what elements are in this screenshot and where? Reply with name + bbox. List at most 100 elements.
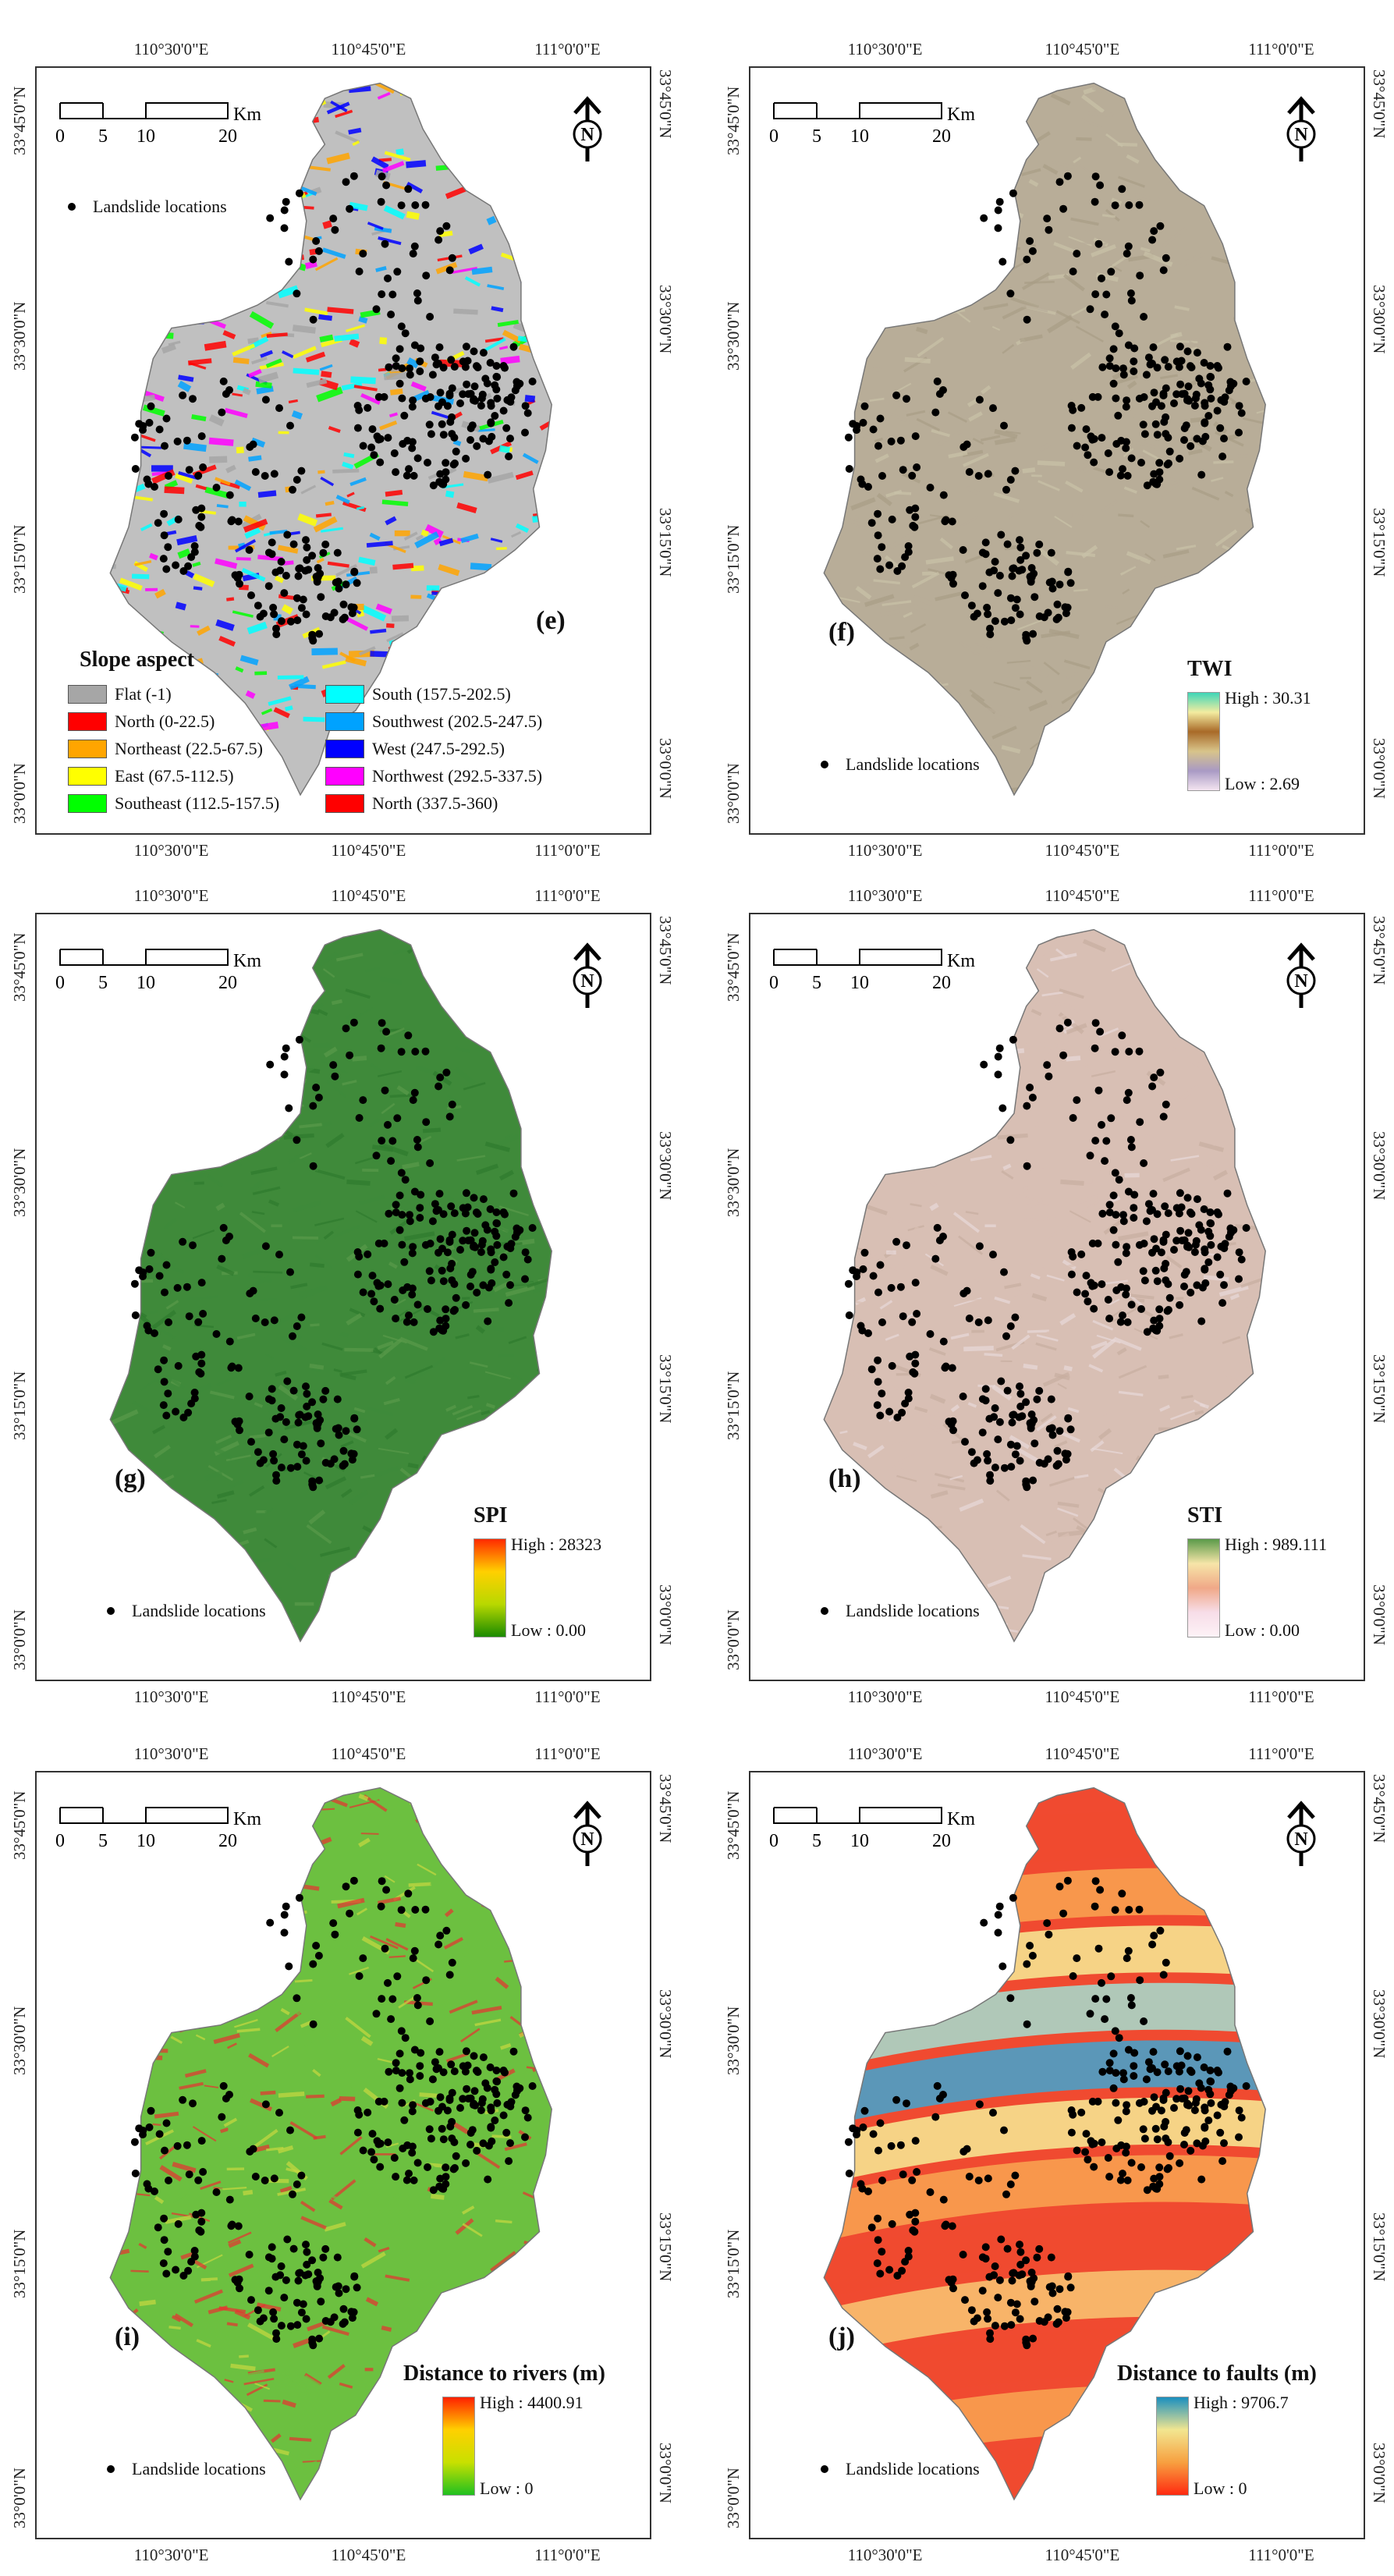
terrain-texture [434, 2496, 452, 2500]
landslide-point [860, 1248, 869, 1257]
terrain-texture [328, 2198, 343, 2210]
aspect-cell [254, 228, 262, 237]
landslide-point [1105, 362, 1114, 371]
landslide-point [994, 589, 1002, 598]
aspect-cell [170, 83, 184, 94]
landslide-point [1064, 1414, 1073, 1422]
terrain-texture [475, 1805, 488, 1815]
aspect-cell [183, 153, 201, 164]
landslide-point [860, 402, 869, 410]
terrain-texture [557, 2121, 581, 2130]
terrain-texture [247, 2322, 276, 2341]
landslide-point [470, 1229, 479, 1237]
terrain-texture [838, 83, 861, 85]
aspect-cell [415, 534, 424, 541]
aspect-cell [147, 110, 171, 113]
landslide-point [1105, 1315, 1114, 1323]
terrain-texture [869, 397, 885, 403]
aspect-cell [348, 127, 362, 135]
terrain-texture [557, 1979, 565, 1983]
terrain-texture [184, 1173, 206, 1183]
aspect-cell [648, 204, 650, 211]
terrain-texture [1265, 1355, 1282, 1368]
landslide-point [450, 363, 459, 371]
terrain-texture [1113, 1336, 1142, 1351]
terrain-texture [1108, 255, 1127, 270]
terrain-texture [271, 1224, 282, 1228]
longitude-label: 110°45'0"E [1045, 1687, 1120, 1706]
terrain-texture [69, 1978, 96, 1990]
terrain-texture [1071, 306, 1089, 317]
landslide-point [911, 432, 920, 441]
terrain-texture [513, 1281, 534, 1285]
terrain-texture [1169, 1046, 1184, 1053]
terrain-texture [897, 1140, 923, 1151]
landslide-point [1123, 1318, 1132, 1326]
terrain-texture [1198, 105, 1219, 113]
aspect-cell [41, 231, 58, 243]
aspect-label: South (157.5-202.5) [372, 684, 511, 704]
landslide-point [1035, 540, 1044, 548]
aspect-cell [630, 279, 642, 289]
terrain-texture [296, 2461, 318, 2471]
aspect-cell [248, 455, 262, 462]
terrain-texture [54, 2501, 74, 2508]
aspect-cell [110, 436, 126, 449]
terrain-texture [1246, 312, 1266, 332]
landslide-point [878, 1389, 886, 1398]
terrain-texture [916, 417, 941, 431]
terrain-texture [853, 1442, 867, 1451]
aspect-cell [257, 490, 277, 498]
aspect-cell [353, 385, 378, 392]
terrain-texture [1270, 443, 1289, 460]
terrain-texture [330, 2098, 342, 2107]
terrain-texture [123, 2525, 153, 2533]
terrain-texture [220, 2508, 238, 2517]
landslide-point [251, 468, 260, 476]
landslide-point [428, 371, 437, 379]
terrain-texture [1148, 653, 1169, 659]
landslide-point [145, 418, 154, 427]
terrain-texture [892, 404, 909, 412]
terrain-texture [1229, 1293, 1240, 1300]
aspect-cell [145, 587, 158, 591]
aspect-cell [208, 437, 234, 446]
landslide-point [313, 1421, 321, 1430]
terrain-texture [151, 1425, 165, 1435]
aspect-cell [60, 674, 73, 683]
terrain-texture [261, 1628, 293, 1635]
terrain-texture [1102, 1631, 1118, 1641]
landslide-point [1144, 353, 1153, 362]
terrain-texture [557, 1943, 567, 1947]
landslide-point [1016, 536, 1023, 545]
terrain-texture [1047, 314, 1073, 334]
terrain-texture [73, 2354, 90, 2367]
terrain-texture [116, 2422, 142, 2432]
map-frame-e: N 0 5 10 20 Km (e) Landslide locations Slope asp… [35, 66, 651, 835]
terrain-texture [994, 437, 1016, 445]
landslide-point [1242, 378, 1250, 385]
terrain-texture [1226, 114, 1254, 126]
terrain-texture [474, 976, 489, 980]
aspect-cell [513, 652, 520, 659]
landslide-point [978, 1428, 987, 1437]
terrain-texture [824, 203, 839, 214]
terrain-texture [561, 1289, 570, 1297]
terrain-texture [162, 1893, 177, 1899]
landslide-point [342, 178, 350, 186]
terrain-texture [825, 930, 853, 945]
landslide-point [1112, 1240, 1120, 1249]
terrain-texture [165, 1300, 179, 1310]
landslide-point [378, 1137, 386, 1145]
aspect-cell [608, 760, 631, 767]
latitude-label: 33°45'0"N [10, 932, 29, 1002]
terrain-texture [1116, 1347, 1127, 1356]
terrain-texture [1315, 328, 1340, 339]
latitude-label: 33°45'0"N [724, 932, 743, 1002]
landslide-point [1136, 271, 1144, 280]
terrain-texture [824, 1021, 841, 1031]
terrain-texture [1355, 1067, 1364, 1088]
terrain-texture [555, 1921, 576, 1934]
terrain-texture [239, 1212, 266, 1233]
landslide-point [1207, 1219, 1215, 1228]
